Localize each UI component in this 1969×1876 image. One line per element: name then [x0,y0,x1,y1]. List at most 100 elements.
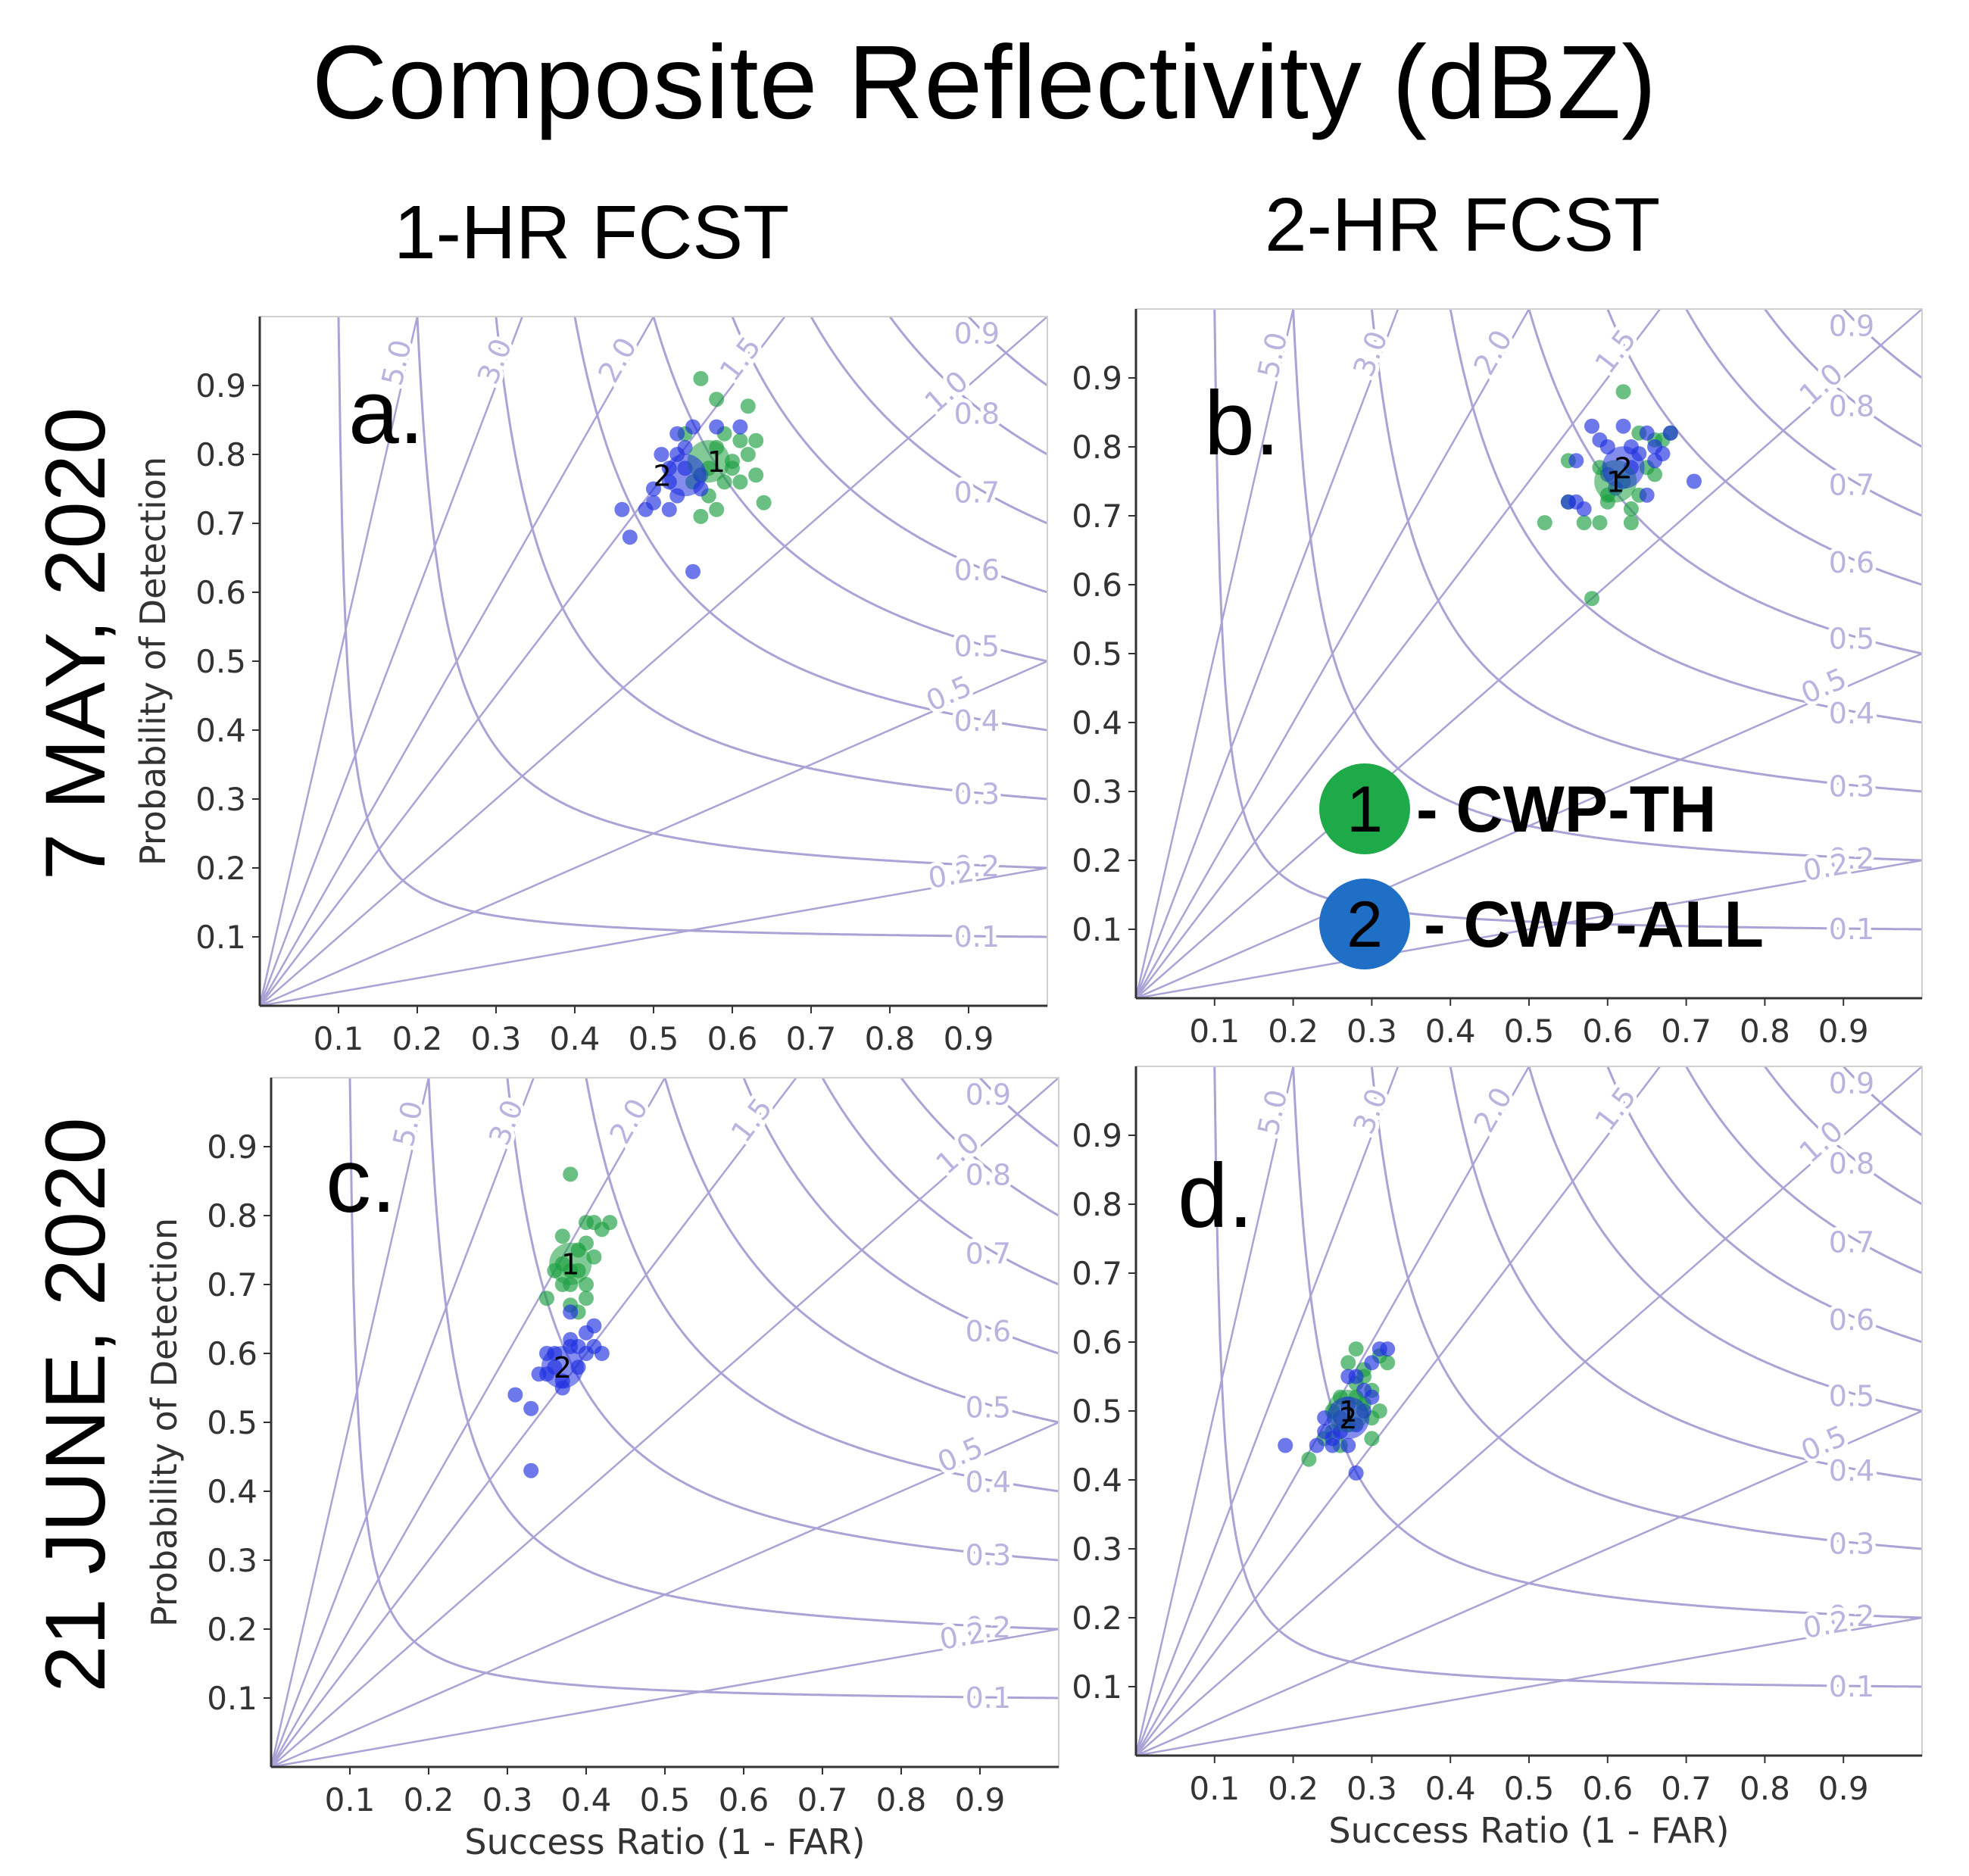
x-tick-label: 0.5 [640,1781,691,1818]
data-point [1537,515,1552,531]
y-tick-label: 0.6 [1072,567,1122,604]
y-tick-label: 0.4 [1072,704,1122,741]
y-tick-label: 0.2 [195,850,246,887]
y-tick-label: 0.1 [207,1680,257,1717]
csi-label: 0.7 [966,1238,1011,1271]
x-tick-label: 0.4 [1425,1013,1476,1050]
csi-label: 0.3 [1829,770,1874,804]
y-axis-label: Probability of Detection [144,1218,185,1627]
bias-line [260,660,1047,1006]
csi-label: 0.1 [966,1681,1011,1715]
csi-label: 0.1 [1829,913,1874,946]
csi-contour [888,317,1047,456]
data-point [1686,473,1702,489]
panel-d: 0.10.20.30.40.50.60.70.80.90.20.51.01.52… [1072,1066,1923,1851]
bias-line [260,866,1047,1006]
data-point [523,1400,539,1416]
x-tick-label: 0.9 [955,1781,1006,1818]
csi-contour [742,1078,1059,1355]
x-tick-label: 0.5 [629,1020,679,1057]
csi-contour [506,1078,1059,1562]
x-tick-label: 0.6 [719,1781,769,1818]
data-point [1584,591,1600,607]
x-tick-label: 0.2 [1268,1013,1318,1050]
bias-line [1136,309,1294,998]
x-tick-label: 0.9 [1818,1013,1869,1050]
csi-label: 0.6 [1829,1303,1874,1337]
bias-label: 2.0 [591,332,643,388]
x-axis-label: Success Ratio (1 - FAR) [464,1821,865,1862]
legend-marker-label: 1 [1346,773,1383,846]
y-tick-label: 0.2 [1072,1600,1122,1637]
bias-line [271,1078,666,1767]
y-tick-label: 0.4 [207,1473,257,1510]
y-tick-label: 0.1 [1072,911,1122,948]
csi-contour [1843,1066,1922,1137]
csi-label: 0.8 [1829,390,1874,423]
data-point [1576,515,1592,531]
mean-marker [663,454,707,497]
data-point [579,1291,594,1306]
y-tick-label: 0.9 [207,1128,257,1166]
bias-line [1136,1066,1294,1756]
bias-line [1136,309,1922,998]
bias-line [1136,1616,1922,1756]
data-point [1592,515,1608,531]
data-point [709,392,725,407]
x-tick-label: 0.3 [1346,1013,1397,1050]
mean-label: 1 [1339,1395,1357,1428]
bias-label: 2.0 [1467,1082,1518,1138]
data-point [586,1318,602,1334]
y-tick-label: 0.6 [1072,1324,1122,1361]
panel-letter: a. [348,361,424,463]
x-tick-label: 0.3 [471,1020,522,1057]
y-tick-label: 0.6 [207,1335,257,1372]
bias-label: 1.5 [725,1091,779,1148]
x-tick-label: 0.6 [1582,1013,1633,1050]
csi-contour [731,317,1047,594]
data-point [1348,1341,1364,1357]
bias-line [271,1628,1059,1767]
csi-label: 0.9 [1829,1066,1874,1100]
csi-contour [1370,309,1922,793]
panel-a: 0.10.20.30.40.50.60.70.80.90.20.51.01.52… [133,316,1048,1057]
mean-label: 2 [1614,451,1632,485]
series-cwp-th [677,370,772,524]
mean-marker [549,1242,592,1285]
bias-line [260,317,419,1006]
bias-line [260,317,1047,1006]
data-point [539,1291,554,1306]
csi-contour [810,317,1047,525]
bias-label: 3.0 [471,334,519,389]
y-tick-label: 0.8 [1072,429,1122,466]
bias-label: 0.2 [937,1615,988,1656]
data-point [1576,501,1592,517]
x-tick-label: 0.1 [325,1781,376,1818]
series-cwp-th [539,1166,618,1320]
csi-label: 0.4 [966,1466,1011,1499]
data-point [1340,1355,1356,1371]
csi-label: 0.1 [1829,1670,1874,1703]
data-point [1364,1431,1380,1447]
csi-label: 0.9 [954,317,1000,350]
x-tick-label: 0.9 [944,1020,994,1057]
data-point [732,419,748,435]
legend-item: 2 - CWP-ALL [1319,879,1764,969]
x-tick-label: 0.2 [392,1020,443,1057]
mean-label: 1 [1606,466,1624,499]
data-point [1348,1465,1364,1481]
y-tick-label: 0.7 [195,505,246,542]
csi-label: 0.3 [1829,1528,1874,1561]
x-axis-label: Success Ratio (1 - FAR) [1328,1810,1729,1851]
mean-label: 1 [707,445,726,479]
data-point [740,447,756,462]
bias-label: 5.0 [1251,1086,1293,1138]
data-point [1615,418,1631,434]
csi-contour [663,1078,1059,1424]
csi-label: 0.7 [1829,1226,1874,1260]
y-tick-label: 0.1 [1072,1668,1122,1706]
plot-area: 0.10.20.30.40.50.60.70.80.90.20.51.01.52… [260,317,1047,1006]
x-tick-label: 0.5 [1504,1770,1555,1807]
